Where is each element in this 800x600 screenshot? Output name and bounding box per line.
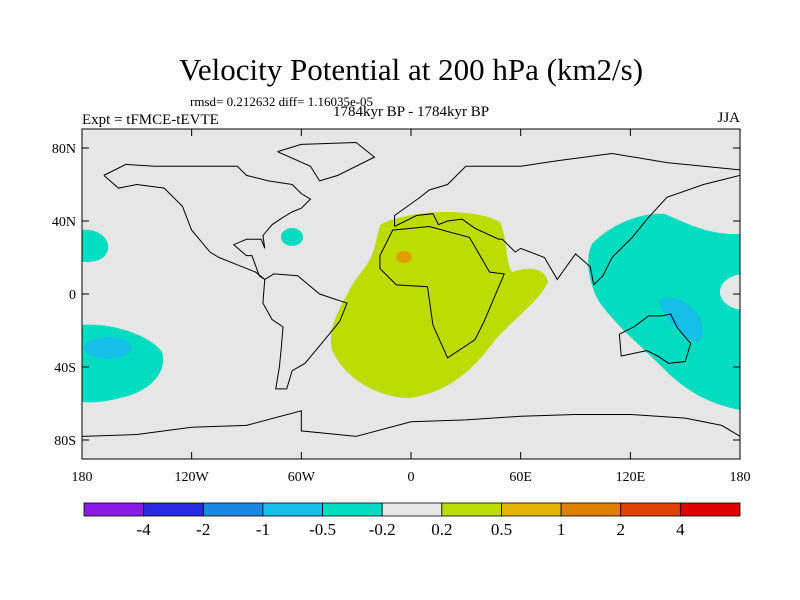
x-tick-label: 180 bbox=[71, 470, 92, 485]
y-tick-label: 0 bbox=[69, 288, 76, 303]
colorbar-box bbox=[620, 502, 681, 517]
coastline-africa bbox=[379, 225, 505, 359]
colorbar-label: 1 bbox=[557, 520, 566, 539]
coastline-greenland bbox=[277, 142, 376, 182]
y-tick-label: 80S bbox=[54, 434, 76, 449]
coastlines bbox=[82, 142, 740, 437]
x-tick-label: 180 bbox=[730, 470, 751, 485]
x-tick-label: 120E bbox=[616, 470, 646, 485]
x-tick-label: 60W bbox=[288, 470, 316, 485]
negative-anomaly-newguinea bbox=[658, 297, 703, 342]
colorbar-box bbox=[83, 502, 145, 517]
x-tick-label: 0 bbox=[408, 470, 415, 485]
stats-label: rmsd= 0.212632 diff= 1.16035e-05 bbox=[190, 94, 374, 109]
period-label: 1784kyr BP - 1784kyr BP bbox=[332, 104, 490, 120]
colorbar-label: -0.5 bbox=[309, 520, 336, 539]
colorbar-label: 4 bbox=[676, 520, 685, 539]
coastline-antarctica bbox=[82, 410, 740, 437]
coastline-north-america bbox=[103, 163, 312, 280]
coastline-eurasia bbox=[394, 152, 740, 286]
colorbar-label: -0.2 bbox=[369, 520, 396, 539]
colorbar-box bbox=[143, 502, 204, 517]
colorbar-label: 0.2 bbox=[431, 520, 452, 539]
positive-anomaly-sahara bbox=[396, 251, 412, 263]
coastline-south-america bbox=[262, 273, 348, 390]
colorbar-box bbox=[202, 502, 264, 517]
colorbar-label: -1 bbox=[256, 520, 270, 539]
colorbar-label: -4 bbox=[137, 520, 152, 539]
negative-anomaly-atlantic bbox=[281, 228, 303, 246]
negative-anomaly-southpacific-core bbox=[84, 337, 132, 359]
colorbar-label: -2 bbox=[196, 520, 210, 539]
coastline-australia bbox=[618, 313, 692, 364]
colorbar-label: 0.5 bbox=[491, 520, 512, 539]
y-tick-label: 40N bbox=[52, 215, 76, 230]
x-axis: 180 120W 60W 0 60E 120E 180 bbox=[71, 129, 751, 485]
neutral-gap bbox=[720, 274, 740, 310]
contour-fills bbox=[82, 142, 740, 437]
plot-title: Velocity Potential at 200 hPa (km2/s) bbox=[178, 52, 644, 87]
y-axis: 80N 40N 0 40S 80S bbox=[52, 142, 740, 449]
negative-anomaly-eastpacific bbox=[82, 229, 109, 262]
x-tick-label: 60E bbox=[509, 470, 532, 485]
colorbar-box bbox=[322, 502, 383, 517]
colorbar-box bbox=[679, 502, 741, 517]
y-tick-label: 40S bbox=[54, 361, 76, 376]
colorbar-box bbox=[560, 502, 622, 517]
experiment-label: Expt = tFMCE-tEVTE bbox=[82, 112, 219, 128]
season-label: JJA bbox=[717, 110, 740, 126]
colorbar-box bbox=[381, 502, 443, 517]
positive-anomaly-africa bbox=[330, 211, 548, 398]
colorbar-box bbox=[501, 502, 562, 517]
colorbar-box bbox=[441, 502, 502, 517]
colorbar: -4 -2 -1 -0.5 -0.2 0.2 0.5 1 2 4 bbox=[83, 502, 741, 539]
colorbar-box bbox=[262, 502, 323, 517]
colorbar-label: 2 bbox=[616, 520, 625, 539]
y-tick-label: 80N bbox=[52, 142, 76, 157]
x-tick-label: 120W bbox=[175, 470, 210, 485]
